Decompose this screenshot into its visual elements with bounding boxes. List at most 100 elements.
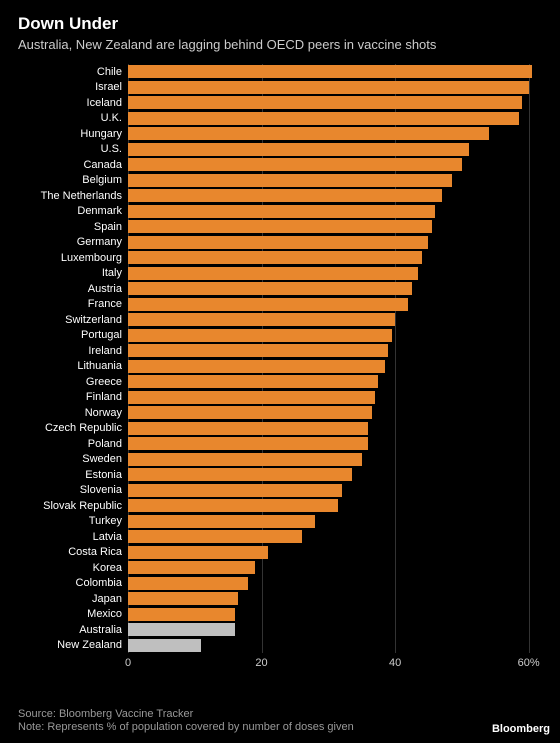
country-label: Germany <box>18 236 128 248</box>
bar-row: Latvia <box>18 529 542 545</box>
bar-row: Norway <box>18 405 542 421</box>
bar-track <box>128 157 542 173</box>
bar-row: Colombia <box>18 576 542 592</box>
country-label: Hungary <box>18 128 128 140</box>
bar-track <box>128 126 542 142</box>
bar-track <box>128 576 542 592</box>
bar <box>128 453 362 466</box>
bar-track <box>128 328 542 344</box>
chart-container: Down Under Australia, New Zealand are la… <box>0 0 560 743</box>
country-label: Finland <box>18 391 128 403</box>
bar-track <box>128 297 542 313</box>
bar <box>128 577 248 590</box>
brand-label: Bloomberg <box>492 723 550 735</box>
country-label: Mexico <box>18 608 128 620</box>
bar <box>128 298 408 311</box>
bar-row: Japan <box>18 591 542 607</box>
bar-track <box>128 142 542 158</box>
bar-row: Israel <box>18 80 542 96</box>
bar-row: Chile <box>18 64 542 80</box>
bar-track <box>128 545 542 561</box>
bar <box>128 530 302 543</box>
bar-row: Portugal <box>18 328 542 344</box>
bar-row: Belgium <box>18 173 542 189</box>
chart-footer: Source: Bloomberg Vaccine Tracker Note: … <box>18 708 542 733</box>
x-tick-label: 20 <box>255 657 267 669</box>
bar <box>128 220 432 233</box>
country-label: Israel <box>18 81 128 93</box>
bar-track <box>128 80 542 96</box>
bar <box>128 282 412 295</box>
bar <box>128 127 489 140</box>
bar <box>128 499 338 512</box>
country-label: Italy <box>18 267 128 279</box>
bar-row: Mexico <box>18 607 542 623</box>
bar-row: Luxembourg <box>18 250 542 266</box>
country-label: Switzerland <box>18 314 128 326</box>
country-label: Canada <box>18 159 128 171</box>
bar <box>128 484 342 497</box>
country-label: Lithuania <box>18 360 128 372</box>
bar-row: Slovak Republic <box>18 498 542 514</box>
bar-track <box>128 281 542 297</box>
bar-track <box>128 188 542 204</box>
bar <box>128 205 435 218</box>
country-label: Slovenia <box>18 484 128 496</box>
bar <box>128 623 235 636</box>
bar-row: Austria <box>18 281 542 297</box>
bar-row: Spain <box>18 219 542 235</box>
country-label: Costa Rica <box>18 546 128 558</box>
bar-track <box>128 64 542 80</box>
country-label: Greece <box>18 376 128 388</box>
bar-track <box>128 498 542 514</box>
bar <box>128 251 422 264</box>
country-label: Ireland <box>18 345 128 357</box>
bar <box>128 437 368 450</box>
country-label: Portugal <box>18 329 128 341</box>
bar-row: Slovenia <box>18 483 542 499</box>
bar <box>128 592 238 605</box>
country-label: Japan <box>18 593 128 605</box>
country-label: U.K. <box>18 112 128 124</box>
bar-track <box>128 204 542 220</box>
bar-row: Korea <box>18 560 542 576</box>
bar-row: Italy <box>18 266 542 282</box>
country-label: Estonia <box>18 469 128 481</box>
bar-row: Turkey <box>18 514 542 530</box>
country-label: Belgium <box>18 174 128 186</box>
country-label: Slovak Republic <box>18 500 128 512</box>
bar <box>128 112 519 125</box>
bar-track <box>128 560 542 576</box>
country-label: Latvia <box>18 531 128 543</box>
source-text: Source: Bloomberg Vaccine Tracker <box>18 708 542 720</box>
bar-row: Australia <box>18 622 542 638</box>
x-axis: 0204060% <box>128 657 542 675</box>
bar-row: Switzerland <box>18 312 542 328</box>
x-tick-label: 40 <box>389 657 401 669</box>
country-label: New Zealand <box>18 639 128 651</box>
country-label: Sweden <box>18 453 128 465</box>
bar-row: Ireland <box>18 343 542 359</box>
bar-row: Lithuania <box>18 359 542 375</box>
country-label: The Netherlands <box>18 190 128 202</box>
bar-row: France <box>18 297 542 313</box>
country-label: Korea <box>18 562 128 574</box>
country-label: Poland <box>18 438 128 450</box>
bar <box>128 313 395 326</box>
bar-row: Iceland <box>18 95 542 111</box>
bar <box>128 174 452 187</box>
country-label: Turkey <box>18 515 128 527</box>
bar-track <box>128 343 542 359</box>
bar <box>128 344 388 357</box>
bar <box>128 375 378 388</box>
bar <box>128 406 372 419</box>
bar-track <box>128 219 542 235</box>
note-text: Note: Represents % of population covered… <box>18 721 542 733</box>
bar-track <box>128 622 542 638</box>
bar <box>128 515 315 528</box>
bar-track <box>128 266 542 282</box>
bar <box>128 546 268 559</box>
country-label: Australia <box>18 624 128 636</box>
bar-track <box>128 452 542 468</box>
bar-track <box>128 638 542 654</box>
